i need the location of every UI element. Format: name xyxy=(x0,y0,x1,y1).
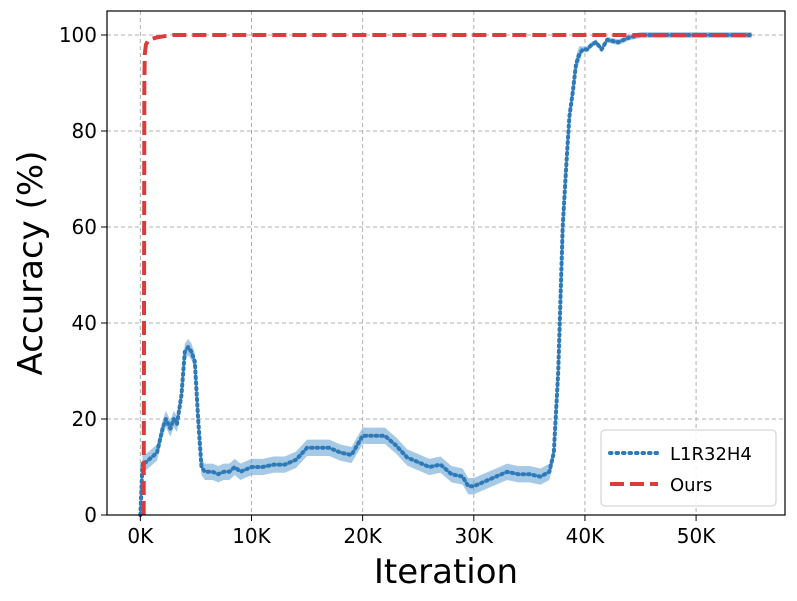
x-tick-label: 10K xyxy=(232,524,271,548)
x-tick-label: 30K xyxy=(454,524,493,548)
y-tick-label: 60 xyxy=(72,215,97,239)
x-axis-title: Iteration xyxy=(374,552,518,592)
legend-box xyxy=(600,429,777,507)
series-layer xyxy=(138,32,754,517)
y-tick-label: 40 xyxy=(72,311,97,335)
y-tick-label: 100 xyxy=(59,23,97,47)
l1r32h4-line xyxy=(138,33,754,517)
plot-frame xyxy=(106,10,786,516)
y-axis-title: Accuracy (%) xyxy=(11,151,51,376)
y-axis: 0 20 40 60 80 100 xyxy=(59,23,107,527)
x-tick-label: 20K xyxy=(343,524,382,548)
y-tick-label: 0 xyxy=(84,503,97,527)
legend: L1R32H4 Ours xyxy=(600,429,777,507)
ours-line xyxy=(141,33,752,516)
x-axis: 0K 10K 20K 30K 40K 50K xyxy=(127,515,716,548)
y-tick-label: 80 xyxy=(72,119,97,143)
x-tick-label: 50K xyxy=(677,524,716,548)
x-tick-label: 0K xyxy=(127,524,154,548)
x-tick-label: 40K xyxy=(566,524,605,548)
y-tick-label: 20 xyxy=(72,407,97,431)
legend-label-ours: Ours xyxy=(670,475,712,496)
legend-label-l1r32h4: L1R32H4 xyxy=(670,444,752,465)
